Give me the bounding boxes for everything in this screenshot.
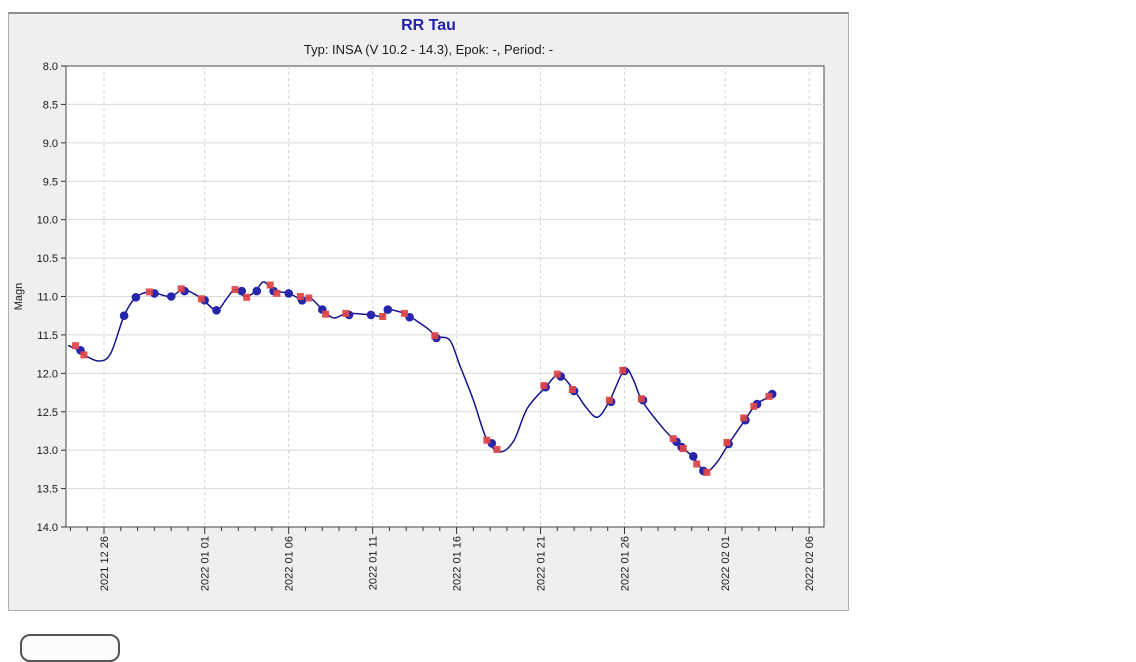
chart-subtitle: Typ: INSA (V 10.2 - 14.3), Epok: -, Peri… (303, 42, 554, 57)
data-point-red-square (197, 295, 205, 303)
data-point-blue-circle (252, 286, 262, 296)
data-point-red-square (266, 281, 274, 289)
data-point-red-square (431, 332, 439, 340)
data-point-red-square (273, 289, 281, 297)
data-point-red-square (379, 313, 387, 320)
y-axis-tick-label: 13.0 (37, 445, 58, 457)
x-axis-date-label: 2022 02 01 (720, 536, 732, 591)
data-point-red-square (483, 436, 491, 444)
data-point-red-square (553, 370, 561, 378)
data-point-red-square (703, 468, 711, 476)
data-point-red-square (322, 310, 330, 318)
x-axis-date-label: 2022 01 21 (536, 536, 548, 591)
data-point-blue-circle (366, 310, 376, 320)
data-point-red-square (693, 460, 701, 468)
data-point-red-square (669, 435, 677, 443)
data-point-red-square (342, 309, 350, 317)
data-point-red-square (540, 382, 548, 390)
bottom-partial-button[interactable] (20, 634, 120, 662)
light-curve-chart: 8.0 8.5 9.0 9.5 10.0 10.5 11.0 11.5 12.0 12.5 13.0… (13, 61, 825, 591)
y-axis-tick-label: 11.0 (37, 292, 58, 304)
data-point-red-square (231, 286, 239, 294)
data-point-red-square (177, 285, 185, 293)
data-point-blue-circle (119, 311, 129, 321)
data-point-red-square (740, 414, 748, 422)
data-point-blue-circle (166, 292, 176, 301)
data-point-red-square (493, 445, 501, 453)
data-point-red-square (637, 395, 645, 403)
chart-panel: RR Tau Typ: INSA (V 10.2 - 14.3), Epok: … (8, 12, 849, 611)
y-axis-tick-label: 8.5 (43, 99, 58, 111)
data-point-red-square (401, 309, 408, 317)
x-axis-date-label: 2022 02 06 (804, 536, 816, 591)
x-axis-date-label: 2022 01 01 (200, 536, 212, 591)
x-axis-date-label: 2022 01 26 (619, 536, 631, 591)
y-axis-tick-label: 10.0 (37, 215, 58, 227)
data-point-red-square (305, 294, 313, 302)
data-point-red-square (145, 288, 153, 296)
data-point-red-square (750, 402, 758, 410)
chart-title: RR Tau (401, 17, 456, 34)
y-axis-tick-label: 12.5 (37, 407, 58, 419)
data-point-blue-circle (212, 306, 221, 315)
data-point-blue-circle (131, 293, 141, 302)
data-point-red-square (605, 396, 613, 404)
y-axis-tick-label: 12.0 (37, 368, 58, 380)
data-point-red-square (80, 351, 88, 359)
data-point-red-square (568, 386, 576, 393)
y-axis-tick-label: 11.5 (37, 330, 58, 342)
y-axis-tick-label: 10.5 (37, 253, 58, 265)
data-point-red-square (72, 342, 79, 350)
data-point-blue-circle (689, 452, 698, 461)
y-axis-tick-label: 13.5 (37, 484, 58, 496)
y-axis-tick-label: 9.5 (43, 176, 58, 188)
y-axis-tick-label: 14.0 (37, 522, 58, 534)
x-axis-date-label: 2022 01 11 (368, 536, 380, 590)
data-point-blue-circle (284, 289, 294, 298)
y-axis-title: Magn (13, 283, 25, 311)
y-axis-tick-label: 9.0 (43, 138, 58, 150)
y-axis-tick-label: 8.0 (43, 61, 58, 73)
data-point-red-square (723, 439, 731, 446)
data-point-red-square (765, 392, 773, 400)
data-point-red-square (679, 445, 687, 453)
x-axis-date-label: 2022 01 06 (284, 536, 296, 591)
data-point-red-square (243, 293, 251, 301)
data-point-red-square (619, 366, 627, 374)
data-point-red-square (296, 293, 304, 300)
x-axis-date-label: 2022 01 16 (452, 536, 464, 591)
x-axis-date-label: 2021 12 26 (99, 536, 111, 591)
data-point-blue-circle (237, 286, 246, 296)
data-point-blue-circle (383, 305, 393, 314)
